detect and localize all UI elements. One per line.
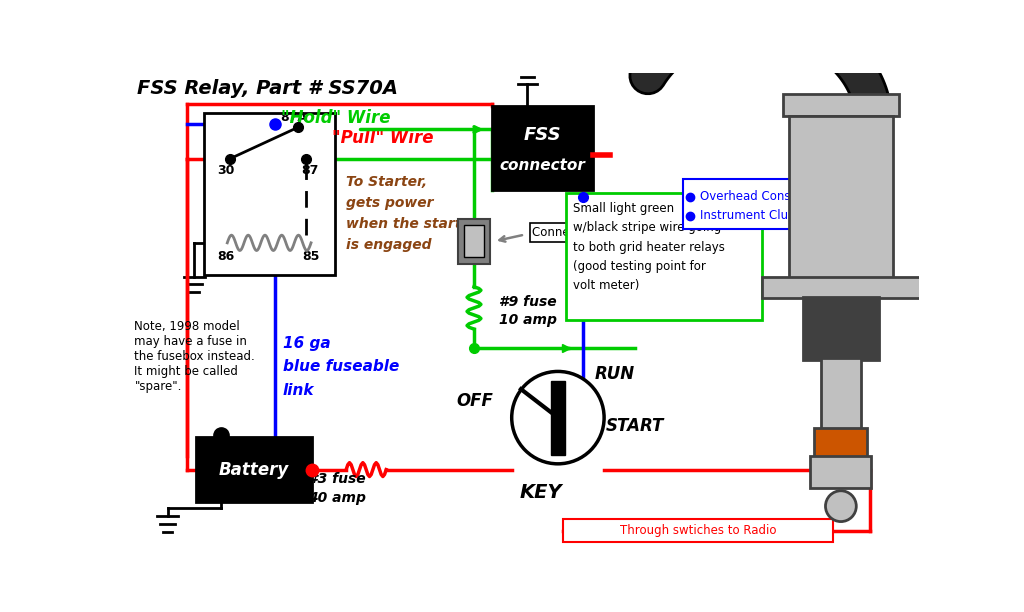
Bar (204, 113, 335, 275)
Text: Instrument Cluster: Instrument Cluster (700, 209, 812, 222)
Text: #3 fuse: #3 fuse (308, 472, 366, 487)
Text: to both grid heater relays: to both grid heater relays (573, 241, 725, 253)
Text: Battery: Battery (219, 461, 289, 479)
Bar (810, 456, 871, 488)
Text: is engaged: is engaged (346, 238, 432, 252)
Text: RUN: RUN (595, 365, 635, 383)
Text: 86: 86 (217, 250, 234, 263)
Bar (563, 518, 833, 542)
Text: To Starter,: To Starter, (346, 175, 427, 189)
Text: volt meter): volt meter) (573, 279, 640, 292)
Bar (803, 297, 879, 360)
Text: FSS: FSS (523, 127, 561, 144)
Text: gets power: gets power (346, 196, 433, 211)
Bar (762, 277, 920, 298)
Text: blue fuseable: blue fuseable (283, 359, 399, 375)
Text: Connector on firewall: Connector on firewall (532, 226, 658, 239)
Bar (821, 359, 860, 429)
Text: Through swtiches to Radio: Through swtiches to Radio (620, 523, 776, 537)
Text: Overhead Console: Overhead Console (700, 190, 809, 203)
Bar (782, 94, 899, 116)
Bar (683, 179, 880, 229)
Bar (464, 225, 484, 258)
Text: 10 amp: 10 amp (500, 313, 557, 327)
Bar (458, 219, 490, 264)
Bar (788, 116, 893, 279)
Bar (196, 437, 311, 502)
Text: OFF: OFF (457, 392, 494, 410)
Bar (565, 193, 762, 320)
Text: connector: connector (500, 157, 586, 173)
Bar (551, 381, 565, 455)
Text: 16 ga: 16 ga (283, 337, 331, 351)
Text: 40 amp: 40 amp (308, 491, 366, 505)
Text: link: link (283, 382, 314, 398)
Text: Note, 1998 model
may have a fuse in
the fusebox instead.
It might be called
"spa: Note, 1998 model may have a fuse in the … (134, 320, 255, 393)
Text: #9 fuse: #9 fuse (500, 295, 557, 309)
Circle shape (512, 371, 604, 464)
Text: KEY: KEY (519, 483, 562, 502)
Text: "Hold" Wire: "Hold" Wire (281, 110, 390, 127)
Text: 30: 30 (217, 164, 234, 177)
Text: FSS Relay, Part # SS70A: FSS Relay, Part # SS70A (137, 79, 397, 98)
Text: w/black stripe wire going: w/black stripe wire going (573, 222, 722, 234)
Text: "Pull" Wire: "Pull" Wire (333, 129, 434, 147)
Text: Small light green: Small light green (573, 202, 675, 215)
Text: START: START (605, 417, 664, 436)
Text: (good testing point for: (good testing point for (573, 259, 707, 273)
Text: 85: 85 (302, 250, 319, 263)
Text: when the starter: when the starter (346, 217, 478, 231)
Text: 87: 87 (301, 164, 318, 177)
Bar (493, 106, 593, 190)
Text: 87A: 87A (281, 111, 307, 124)
Circle shape (825, 491, 856, 521)
Bar (814, 428, 867, 458)
